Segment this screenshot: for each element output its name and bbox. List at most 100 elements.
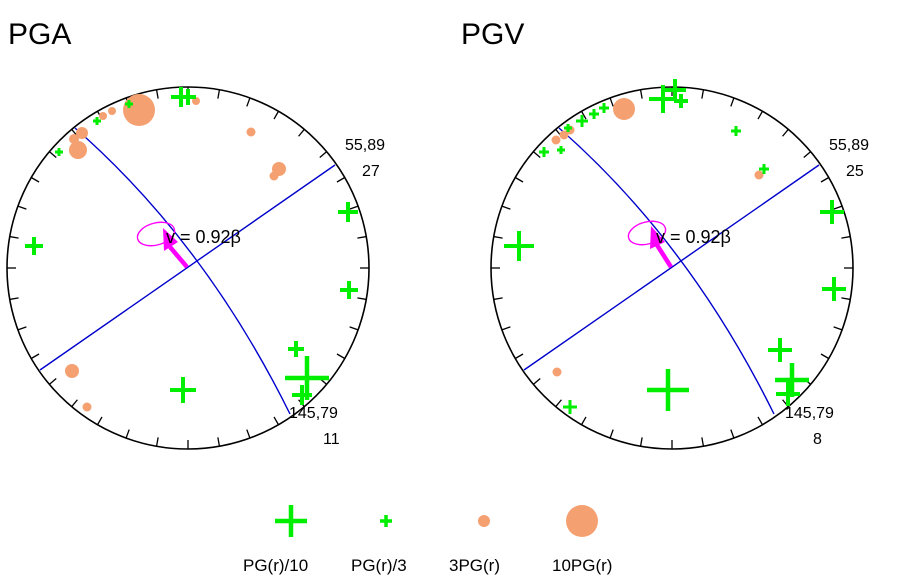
- plus-marker: [93, 117, 101, 125]
- velocity-arrow-shaft: [655, 243, 673, 269]
- azimuth-tick: [501, 205, 511, 210]
- dot-marker: [754, 170, 764, 180]
- dot-marker: [246, 127, 256, 137]
- plus-marker: [292, 385, 312, 405]
- dot-marker: [69, 134, 79, 144]
- azimuth-tick: [757, 110, 764, 120]
- azimuth-tick: [833, 205, 843, 210]
- nodal-plane-2: [558, 127, 775, 415]
- plane2-count: 8: [813, 431, 822, 448]
- azimuth-tick: [217, 89, 221, 99]
- azimuth-tick: [30, 353, 40, 360]
- plus-marker: [731, 126, 741, 136]
- azimuth-tick: [246, 429, 251, 439]
- azimuth-tick: [833, 326, 843, 331]
- dot-marker: [559, 130, 569, 140]
- plus-marker: [288, 341, 304, 357]
- velocity-label: v = 0.92β: [656, 227, 731, 247]
- azimuth-tick: [30, 176, 40, 183]
- azimuth-tick: [580, 110, 587, 120]
- plus-marker: [504, 231, 534, 261]
- plane2-count: 11: [323, 431, 340, 448]
- dot-marker: [82, 402, 92, 412]
- velocity-label: v = 0.92β: [166, 227, 241, 247]
- azimuth-tick: [820, 176, 830, 183]
- panel-title: PGA: [8, 18, 71, 51]
- azimuth-tick: [246, 97, 251, 107]
- azimuth-tick: [609, 429, 614, 439]
- plus-marker: [589, 109, 599, 119]
- azimuth-ticks: [491, 87, 853, 449]
- azimuth-tick: [319, 151, 328, 158]
- plus-marker: [563, 400, 577, 414]
- dot-marker: [613, 98, 635, 120]
- dot-marker: [108, 107, 116, 115]
- dot-small-icon: [478, 515, 490, 527]
- plus-marker: [340, 281, 358, 299]
- azimuth-tick: [820, 353, 830, 360]
- azimuth-tick: [357, 235, 367, 239]
- plus-marker: [776, 382, 800, 406]
- azimuth-tick: [730, 429, 735, 439]
- azimuth-tick: [273, 416, 280, 426]
- plane1-label: 55,89: [829, 137, 869, 154]
- legend-label: 10PG(r): [552, 556, 612, 575]
- azimuth-tick: [336, 353, 346, 360]
- dot-marker: [123, 94, 155, 126]
- azimuth-tick: [841, 297, 851, 301]
- legend: PG(r)/10 PG(r)/3 3PG(r) 10PG(r): [243, 505, 612, 575]
- azimuth-tick: [701, 89, 705, 99]
- azimuth-ticks: [7, 87, 369, 449]
- plus-marker: [576, 115, 588, 127]
- velocity-arrow-shaft: [168, 245, 189, 269]
- azimuth-tick: [96, 416, 103, 426]
- plus-marker: [759, 164, 769, 174]
- azimuth-tick: [9, 297, 19, 301]
- plus-small-icon: [380, 515, 392, 527]
- plus-marker: [768, 338, 792, 362]
- plane1-count: 25: [846, 163, 864, 180]
- azimuth-tick: [532, 151, 541, 158]
- nodal-plane-1: [39, 164, 336, 371]
- azimuth-tick: [336, 176, 346, 183]
- azimuth-tick: [298, 128, 305, 137]
- azimuth-tick: [555, 399, 562, 408]
- panel-pgv: PGV 55,89 25 145,79 8: [461, 18, 869, 450]
- plus-marker: [822, 277, 846, 301]
- plus-marker: [820, 200, 844, 224]
- plane2-label: 145,79: [289, 405, 338, 422]
- amplitude-dots: [551, 98, 764, 377]
- plus-marker: [647, 369, 689, 411]
- dot-large-icon: [566, 505, 598, 537]
- legend-label: PG(r)/10: [243, 556, 308, 575]
- azimuth-tick: [155, 89, 159, 99]
- plus-marker: [55, 148, 63, 156]
- nodal-plane-2: [74, 127, 291, 415]
- azimuth-tick: [17, 326, 27, 331]
- plus-marker: [599, 103, 609, 113]
- plus-marker: [539, 147, 549, 157]
- dot-marker: [65, 364, 79, 378]
- azimuth-tick: [532, 378, 541, 385]
- azimuth-tick: [48, 151, 57, 158]
- panel-title: PGV: [461, 18, 524, 51]
- dot-marker: [269, 171, 279, 181]
- plus-marker: [338, 202, 358, 222]
- azimuth-tick: [639, 437, 643, 447]
- plane2-label: 145,79: [785, 405, 834, 422]
- azimuth-tick: [514, 353, 524, 360]
- plane1-count: 27: [362, 163, 380, 180]
- legend-label: PG(r)/3: [351, 556, 407, 575]
- plus-marker: [25, 237, 43, 255]
- azimuth-tick: [357, 297, 367, 301]
- panel-pga: PGA 55,89 27 145,79 11: [6, 18, 385, 450]
- plus-marker: [180, 89, 196, 105]
- plus-marker: [170, 377, 196, 403]
- plus-large-icon: [275, 505, 307, 537]
- dot-marker: [69, 141, 87, 159]
- azimuth-tick: [609, 97, 614, 107]
- plus-marker: [564, 124, 572, 132]
- azimuth-tick: [125, 429, 130, 439]
- azimuth-tick: [580, 416, 587, 426]
